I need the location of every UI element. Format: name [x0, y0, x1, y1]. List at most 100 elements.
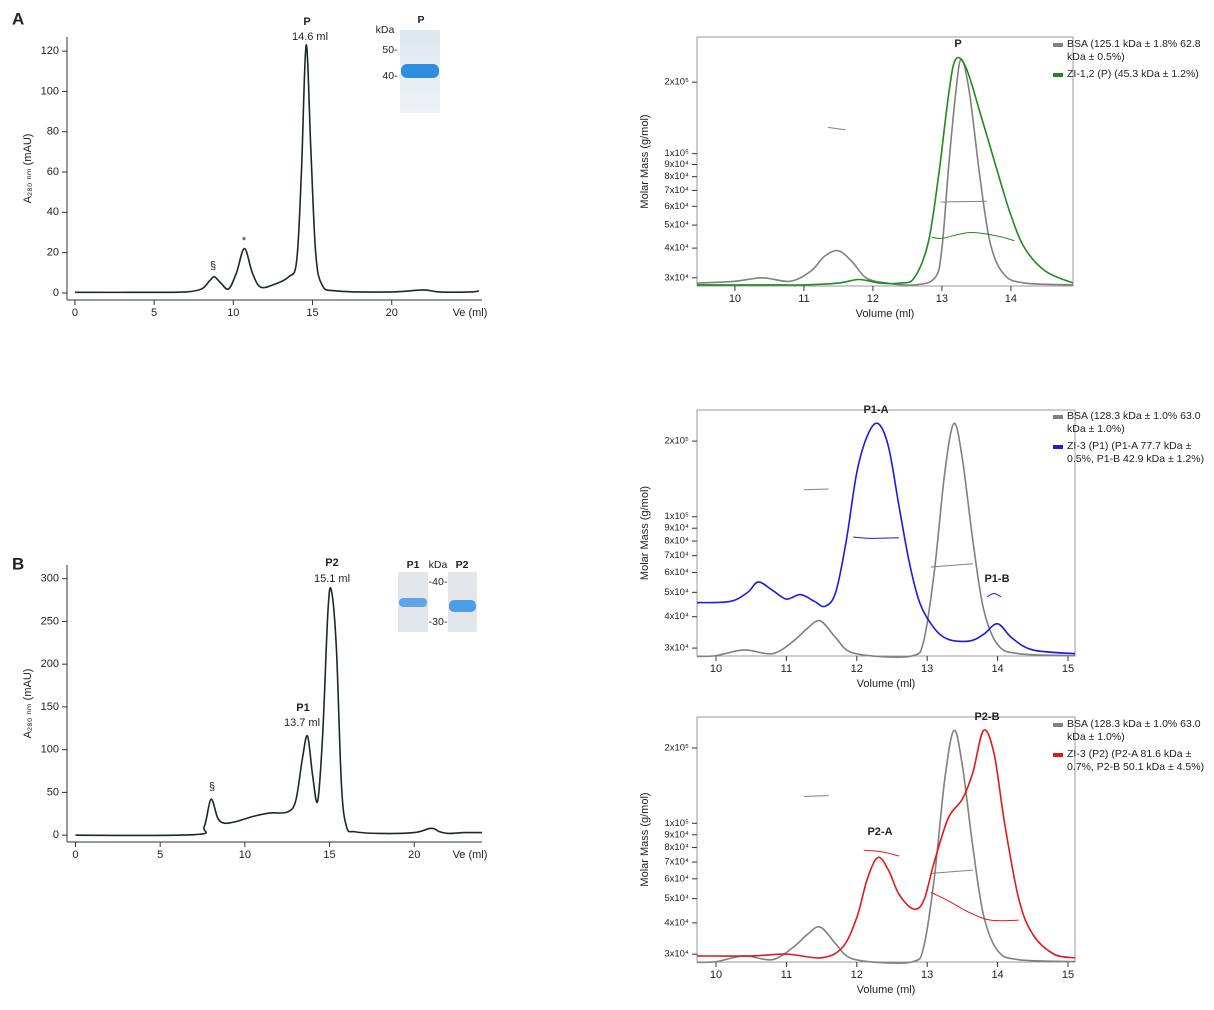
legend-item: ZI-1,2 (P) (45.3 kDa ± 1.2%): [1053, 68, 1213, 81]
inset-label: P2: [456, 559, 469, 571]
x-tick-label: 13: [921, 969, 933, 981]
y-tick-label: 4x10⁴: [664, 611, 689, 622]
y-tick-label: 9x10⁴: [664, 159, 689, 170]
plot-frame: [697, 37, 1073, 286]
y-tick-label: 3x10⁴: [664, 643, 689, 654]
y-tick-label: 3x10⁴: [664, 949, 689, 960]
y-tick-label: 8x10⁴: [664, 842, 689, 853]
y-tick-label: 20: [47, 247, 59, 259]
legend-label: ZI-3 (P2) (P2-A 81.6 kDa ± 0.7%, P2-B 50…: [1067, 748, 1213, 774]
inset-label: P: [417, 14, 424, 26]
x-tick-label: 0: [72, 849, 78, 861]
annotation: P1: [296, 702, 309, 714]
y-tick-label: 2x10⁵: [664, 77, 689, 88]
legend-item: BSA (128.3 kDa ± 1.0% 63.0 kDa ± 1.0%): [1053, 410, 1213, 436]
trace: [697, 59, 1073, 285]
legend: BSA (128.3 kDa ± 1.0% 63.0 kDa ± 1.0%) ZI…: [1053, 410, 1213, 470]
y-tick-label: 0: [53, 287, 59, 299]
trace: [697, 730, 1075, 958]
y-axis-label: A₂₈₀ ₙₘ (mAU): [22, 669, 34, 739]
legend-label: ZI-1,2 (P) (45.3 kDa ± 1.2%): [1067, 68, 1199, 81]
y-tick-label: 200: [41, 658, 59, 670]
y-tick-label: 6x10⁴: [664, 873, 689, 884]
x-tick-label: 5: [157, 849, 163, 861]
y-tick-label: 50: [47, 786, 59, 798]
x-tick-label: 10: [710, 663, 722, 675]
x-axis-label: Volume (ml): [857, 984, 916, 996]
x-tick-label: 20: [386, 307, 398, 319]
y-tick-label: 2x10⁵: [664, 743, 689, 754]
legend-swatch: [1053, 723, 1063, 727]
figure-canvas: A B kDaP50-40-P1kDaP2-40--30-05101520020…: [0, 0, 1214, 1010]
y-tick-label: 60: [47, 166, 59, 178]
y-tick-label: 2x10⁵: [664, 436, 689, 447]
annotation: P: [954, 38, 961, 50]
x-tick-label: 10: [729, 293, 741, 305]
x-tick-label: 11: [781, 969, 792, 981]
x-axis-label: Ve (ml): [453, 307, 488, 319]
annotation: P2-A: [867, 826, 892, 838]
annotation: 13.7 ml: [284, 717, 320, 729]
legend-swatch: [1053, 445, 1063, 449]
plot-frame: [697, 717, 1075, 962]
molar-mass: [828, 127, 987, 202]
legend: BSA (128.3 kDa ± 1.0% 63.0 kDa ± 1.0%) ZI…: [1053, 718, 1213, 778]
legend-swatch: [1053, 73, 1063, 77]
plot-frame: [697, 410, 1075, 656]
y-axis-label: Molar Mass (g/mol): [639, 114, 651, 208]
inset-label: -30-: [429, 616, 448, 628]
legend-item: BSA (125.1 kDa ± 1.8% 62.8 kDa ± 0.5%): [1053, 38, 1213, 64]
x-tick-label: 10: [239, 849, 251, 861]
gel-band: [401, 64, 439, 78]
molar-mass: [864, 850, 1019, 920]
x-tick-label: 14: [991, 663, 1003, 675]
x-tick-label: 20: [408, 849, 420, 861]
gel-band: [449, 600, 476, 612]
x-tick-label: 10: [227, 307, 239, 319]
annotation: *: [242, 235, 247, 247]
y-tick-label: 40: [47, 206, 59, 218]
annotation: 15.1 ml: [314, 573, 350, 585]
panel-label: A: [12, 9, 24, 28]
y-tick-label: 5x10⁴: [664, 587, 689, 598]
annotation: P2-B: [974, 711, 999, 723]
y-tick-label: 5x10⁴: [664, 893, 689, 904]
x-tick-label: 12: [851, 663, 863, 675]
y-tick-label: 300: [41, 573, 59, 585]
trace: [697, 730, 1075, 963]
panel-label: B: [12, 554, 24, 573]
annotation: P1-A: [863, 404, 888, 416]
annotation: 14.6 ml: [292, 31, 328, 43]
y-tick-label: 8x10⁴: [664, 536, 689, 547]
y-axis-label: A₂₈₀ ₙₘ (mAU): [22, 134, 34, 204]
y-tick-label: 4x10⁴: [664, 243, 689, 254]
legend-label: ZI-3 (P1) (P1-A 77.7 kDa ± 0.5%, P1-B 42…: [1067, 440, 1213, 466]
inset-label: P1: [407, 559, 420, 571]
legend-swatch: [1053, 415, 1063, 419]
x-tick-label: 12: [867, 293, 879, 305]
inset-label: 50-: [382, 44, 398, 56]
molar-mass: [804, 489, 973, 567]
legend-item: ZI-3 (P2) (P2-A 81.6 kDa ± 0.7%, P2-B 50…: [1053, 748, 1213, 774]
x-tick-label: 0: [72, 307, 78, 319]
y-tick-label: 6x10⁴: [664, 201, 689, 212]
y-tick-label: 7x10⁴: [664, 185, 689, 196]
y-axis-label: Molar Mass (g/mol): [639, 792, 651, 886]
x-tick-label: 11: [781, 663, 792, 675]
x-tick-label: 15: [323, 849, 335, 861]
y-axis-label: Molar Mass (g/mol): [639, 486, 651, 580]
y-tick-label: 7x10⁴: [664, 550, 689, 561]
annotation: §: [210, 260, 216, 272]
legend-item: BSA (128.3 kDa ± 1.0% 63.0 kDa ± 1.0%): [1053, 718, 1213, 744]
y-tick-label: 9x10⁴: [664, 523, 689, 534]
x-tick-label: 15: [1062, 969, 1074, 981]
x-tick-label: 14: [991, 969, 1003, 981]
figure: A B kDaP50-40-P1kDaP2-40--30-05101520020…: [0, 0, 1214, 1010]
y-tick-label: 7x10⁴: [664, 857, 689, 868]
x-tick-label: 15: [1062, 663, 1074, 675]
y-tick-label: 0: [53, 829, 59, 841]
inset-label: -40-: [429, 576, 448, 588]
y-tick-label: 3x10⁴: [664, 272, 689, 283]
x-axis-label: Volume (ml): [857, 678, 916, 690]
y-tick-label: 120: [41, 45, 59, 57]
